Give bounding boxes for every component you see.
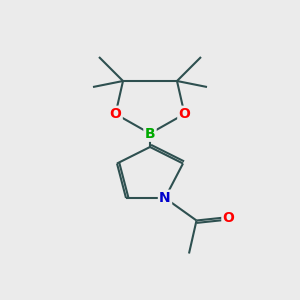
Text: N: N: [159, 191, 171, 205]
Text: O: O: [110, 107, 122, 121]
Text: O: O: [178, 107, 190, 121]
Text: O: O: [223, 211, 235, 224]
Text: B: B: [145, 127, 155, 140]
